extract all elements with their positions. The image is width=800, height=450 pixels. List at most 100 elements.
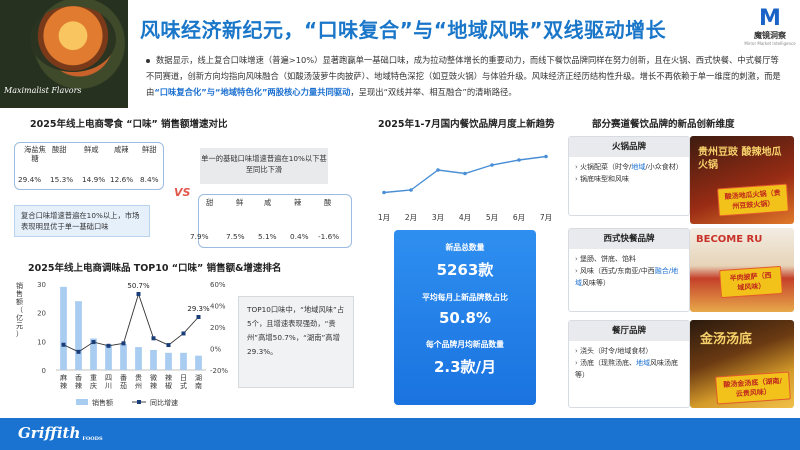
pizza-badge: 半肉披萨（西域风味）	[719, 265, 783, 299]
y2-tick-label: 60%	[210, 281, 226, 289]
x-category-label: 番	[120, 374, 127, 382]
x-category-label: 香	[75, 373, 82, 382]
trend-point	[463, 171, 467, 176]
x-category-label: 重	[90, 374, 97, 382]
trend-point	[436, 168, 440, 172]
stat-label-share: 平均每月上新品牌数占比	[422, 293, 508, 302]
legend-sales-label: 销售额	[92, 398, 113, 407]
hotpot-item-1b: 地域	[631, 163, 646, 171]
x-category-label: 微	[150, 373, 157, 382]
intro-line-2: 快餐、中式餐厅等不同赛道，创新方向均指向风味融合（如酸汤菠萝牛肉披萨）、地域特色…	[146, 55, 779, 81]
restaurant-item-2b: 地域	[636, 359, 651, 367]
y-axis-label-char: 销	[16, 281, 23, 290]
compound-value-3: 12.6%	[110, 175, 134, 184]
compound-flavor-frame	[14, 142, 164, 190]
hotpot-item-1c: /小众食材）	[645, 163, 683, 171]
growth-point	[106, 343, 111, 348]
hotpot-item-1a: 火锅配菜（时令/	[580, 163, 632, 171]
bar-sales	[150, 349, 157, 370]
growth-point	[151, 336, 156, 341]
soup-badge: 酸汤金汤底（湖南/云贵风味）	[715, 371, 791, 405]
footer-logo-sub: FOODS	[82, 436, 103, 442]
restaurant-item-1: 浇头（时令/地域食材）	[575, 345, 683, 357]
growth-point	[166, 343, 171, 348]
y-tick-label: 20	[37, 310, 46, 318]
single-value-4: -1.6%	[318, 232, 340, 241]
bar-sales	[180, 352, 187, 370]
brand-mark: M	[759, 6, 781, 31]
western-item-2c: 风味等）	[582, 279, 610, 287]
y-axis-label-char: 亿	[16, 313, 23, 322]
y2-tick-label: -20%	[210, 367, 228, 375]
single-value-3: 0.4%	[290, 232, 309, 241]
hero-caption: Maximalist Flavors	[4, 86, 82, 95]
stats-panel: 新品总数量 5263款 平均每月上新品牌数占比 50.8% 每个品牌月均新品数量…	[394, 230, 536, 405]
bar-sales	[105, 344, 112, 370]
hotpot-badge: 酸汤地瓜火锅（贵州豆豉火锅）	[717, 183, 789, 217]
hotpot-box-title: 火锅品牌	[569, 137, 689, 157]
y-axis-label-char: （	[16, 306, 23, 314]
compound-value-4: 8.4%	[140, 175, 159, 184]
single-label-4: 酸	[324, 198, 332, 207]
stat-value-total: 5263款	[436, 261, 494, 279]
intro-line-3a: 增长不再依赖于单一维度的刺激，而是由	[146, 71, 781, 97]
compound-flavor-note: 复合口味增速普遍在10%以上，市场表现明显优于单一基础口味	[14, 205, 150, 237]
y2-tick-label: 40%	[210, 303, 226, 311]
bar-sales	[75, 301, 82, 370]
month-label: 6月	[513, 213, 525, 222]
x-category-label: 四	[105, 374, 112, 382]
month-label: 3月	[432, 213, 444, 222]
bar-sales	[135, 347, 142, 370]
hotpot-item-2: 锅底味型和风味	[575, 173, 683, 185]
intro-line-1: 数据显示，线上复合口味增速（普遍>10%）显著跑赢单一基础口味，成为拉动整体增长…	[156, 55, 713, 65]
seasoning-callout: TOP10口味中，“地域风味”占5个，且增速表现强劲，“贵州”高增50.7%，“…	[238, 296, 354, 388]
stat-label-total: 新品总数量	[445, 243, 485, 252]
x-category-label: 辣	[150, 381, 157, 390]
compound-label-0: 海盐焦糖	[24, 145, 46, 163]
growth-point	[181, 331, 186, 336]
hero-food-photo: Maximalist Flavors	[0, 0, 128, 108]
bowl-image	[30, 6, 116, 72]
compound-value-2: 14.9%	[82, 175, 106, 184]
intro-line-3c: ，呈现出“双线并举、相互融合”的清晰路径。	[350, 87, 517, 97]
x-category-label: 日	[180, 374, 187, 382]
legend-growth-marker	[137, 400, 141, 404]
x-category-label: 辣	[165, 373, 172, 382]
x-category-label: 南	[195, 381, 202, 390]
y-axis-label-char: 额	[16, 297, 23, 306]
single-value-2: 5.1%	[258, 232, 277, 241]
intro-highlight: “口味复合化”与“地域特色化”两股核心力量共同驱动	[154, 87, 351, 97]
single-value-1: 7.5%	[226, 232, 245, 241]
month-label: 4月	[459, 213, 471, 222]
trend-point	[490, 163, 494, 167]
single-flavor-frame	[198, 194, 352, 248]
growth-line	[63, 292, 199, 353]
seasoning-section-title: 2025年线上电商调味品 TOP10 “口味” 销售额&增速排名	[28, 263, 282, 274]
restaurant-item-2a: 汤底（现熬汤底、	[580, 359, 637, 367]
compound-label-3: 咸辣	[114, 145, 129, 154]
brand-sub: Mirror Market Intelligence	[744, 41, 796, 46]
right-section-title: 部分赛道餐饮品牌的新品创新维度	[592, 119, 735, 130]
trend-point	[382, 190, 386, 195]
western-item-2a: 风味（西式/东南亚/中西	[580, 267, 655, 275]
month-label: 2月	[405, 213, 417, 222]
growth-point	[136, 291, 141, 296]
single-value-0: 7.9%	[190, 232, 209, 241]
snack-section-title: 2025年线上电商零食 “口味” 销售额增速对比	[30, 119, 228, 130]
stat-label-avg: 每个品牌月均新品数量	[426, 340, 504, 349]
soup-image-text: 金汤汤底	[700, 332, 753, 347]
growth-point	[121, 341, 126, 346]
western-item-2b: 融合/地域	[575, 267, 679, 287]
growth-point	[196, 315, 201, 320]
western-box: 西式快餐品牌 堡肠、饼底、馅料 风味（西式/东南亚/中西融合/地域风味等）	[568, 228, 690, 312]
restaurant-item-2c: 风味汤底等）	[575, 359, 679, 379]
bullet-icon	[146, 58, 150, 63]
western-item-2: 风味（西式/东南亚/中西融合/地域风味等）	[575, 265, 683, 289]
growth-point	[76, 349, 81, 354]
compound-label-4: 鲜甜	[142, 145, 157, 154]
single-label-2: 咸	[264, 198, 272, 207]
vs-label: VS	[174, 186, 191, 199]
hotpot-item-1: 火锅配菜（时令/地域/小众食材）	[575, 161, 683, 173]
single-label-1: 鲜	[236, 198, 244, 207]
month-label: 7月	[540, 213, 552, 222]
